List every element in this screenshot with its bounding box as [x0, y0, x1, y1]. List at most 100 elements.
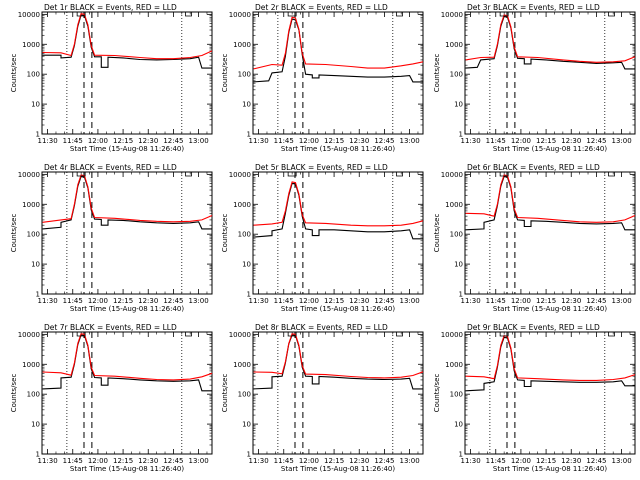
y-tick-label: 10 [242, 421, 251, 429]
y-axis-label: Counts/sec [10, 214, 18, 253]
y-tick-label: 1000 [22, 41, 40, 49]
panel-title: Det 6r BLACK = Events, RED = LLD [467, 163, 600, 172]
x-axis-label: Start Time (15-Aug-08 11:26:40) [70, 145, 184, 153]
plot-frame [41, 331, 213, 455]
plot-frame [41, 11, 213, 135]
y-tick-label: 100 [450, 391, 463, 399]
peak-top-marker [287, 332, 297, 337]
y-tick-label: 100 [238, 391, 251, 399]
x-tick-label: 12:15 [324, 457, 344, 465]
plot-frame [252, 331, 424, 455]
y-tick-label: 100 [27, 231, 40, 239]
x-tick-label: 12:30 [138, 297, 158, 305]
y-axis-label: Counts/sec [433, 214, 441, 253]
x-axis-label: Start Time (15-Aug-08 11:26:40) [70, 305, 184, 313]
x-tick-label: 11:30 [248, 137, 268, 145]
y-tick-label: 10000 [441, 331, 463, 339]
y-tick-label: 10 [454, 261, 463, 269]
series-lld-line [253, 16, 424, 70]
x-tick-label: 13:00 [399, 457, 419, 465]
panel-2: Det 2r BLACK = Events, RED = LLD 1 10 100 10… [221, 3, 424, 153]
x-tick-label: 11:30 [460, 457, 480, 465]
y-tick-label: 1 [36, 451, 40, 459]
series-events-line [42, 334, 212, 392]
y-tick-label: 10000 [18, 11, 40, 19]
y-axis-label: Counts/sec [433, 374, 441, 413]
x-tick-label: 11:30 [37, 457, 57, 465]
x-tick-label: 12:00 [299, 297, 319, 305]
x-tick-label: 11:45 [486, 297, 506, 305]
peak-top-marker [287, 12, 297, 17]
x-tick-label: 12:15 [113, 297, 133, 305]
panel-3: Det 3r BLACK = Events, RED = LLD 1 10 100 10… [433, 3, 636, 153]
plot-frame [464, 171, 636, 295]
top-axis-marker [185, 12, 192, 17]
x-tick-label: 12:15 [324, 137, 344, 145]
x-tick-label: 12:30 [349, 297, 369, 305]
top-axis-marker [396, 172, 403, 177]
panel-title: Det 7r BLACK = Events, RED = LLD [44, 323, 177, 332]
x-tick-label: 11:30 [37, 137, 57, 145]
series-events-line [465, 336, 635, 392]
y-tick-label: 1000 [445, 41, 463, 49]
x-tick-label: 12:00 [511, 457, 531, 465]
y-tick-label: 10000 [441, 11, 463, 19]
y-tick-label: 10 [31, 261, 40, 269]
x-tick-label: 12:30 [138, 457, 158, 465]
series-events-line [253, 334, 423, 390]
panel-1: Det 1r BLACK = Events, RED = LLD 1 10 100 10… [10, 3, 213, 153]
peak-top-marker [499, 12, 509, 17]
y-tick-label: 1000 [22, 201, 40, 209]
y-tick-label: 1 [36, 131, 40, 139]
x-tick-label: 12:00 [511, 137, 531, 145]
x-axis-label: Start Time (15-Aug-08 11:26:40) [493, 145, 607, 153]
top-axis-marker [608, 332, 615, 337]
panel-title: Det 9r BLACK = Events, RED = LLD [467, 323, 600, 332]
x-tick-label: 11:45 [63, 297, 83, 305]
x-tick-label: 12:00 [299, 457, 319, 465]
y-axis-label: Counts/sec [433, 54, 441, 93]
y-tick-label: 100 [238, 231, 251, 239]
series-lld-line [465, 335, 636, 381]
plot-frame [252, 11, 424, 135]
y-tick-label: 10 [31, 421, 40, 429]
x-tick-label: 12:15 [536, 457, 556, 465]
plot-frame [464, 331, 636, 455]
series-events-line [253, 18, 423, 83]
x-tick-label: 12:15 [324, 297, 344, 305]
x-axis-label: Start Time (15-Aug-08 11:26:40) [281, 145, 395, 153]
panel-4: Det 4r BLACK = Events, RED = LLD 1 10 100 10… [10, 163, 213, 313]
x-tick-label: 13:00 [399, 137, 419, 145]
y-axis-label: Counts/sec [221, 374, 229, 413]
series-events-line [465, 175, 635, 231]
y-axis-label: Counts/sec [221, 214, 229, 253]
series-events-line [465, 15, 635, 70]
y-tick-label: 10 [454, 421, 463, 429]
panel-title: Det 8r BLACK = Events, RED = LLD [255, 323, 388, 332]
x-tick-label: 12:45 [586, 297, 606, 305]
peak-top-marker [76, 12, 86, 17]
panel-7: Det 7r BLACK = Events, RED = LLD 1 10 100 10… [10, 323, 213, 473]
x-tick-label: 11:45 [274, 297, 294, 305]
x-axis-label: Start Time (15-Aug-08 11:26:40) [281, 465, 395, 473]
y-tick-label: 1 [459, 131, 463, 139]
y-tick-label: 10 [31, 101, 40, 109]
series-lld-line [465, 14, 636, 63]
x-tick-label: 11:30 [460, 297, 480, 305]
x-tick-label: 13:00 [188, 457, 208, 465]
x-tick-label: 13:00 [611, 297, 631, 305]
x-tick-label: 12:45 [163, 297, 183, 305]
y-tick-label: 1000 [233, 41, 251, 49]
x-tick-label: 11:30 [460, 137, 480, 145]
x-tick-label: 12:00 [88, 137, 108, 145]
y-tick-label: 100 [450, 71, 463, 79]
x-tick-label: 12:15 [113, 457, 133, 465]
y-tick-label: 1 [459, 291, 463, 299]
peak-top-marker [76, 172, 86, 177]
panel-title: Det 5r BLACK = Events, RED = LLD [255, 163, 388, 172]
y-tick-label: 100 [27, 391, 40, 399]
x-tick-label: 11:30 [248, 297, 268, 305]
series-events-line [253, 182, 423, 240]
top-axis-marker [608, 12, 615, 17]
